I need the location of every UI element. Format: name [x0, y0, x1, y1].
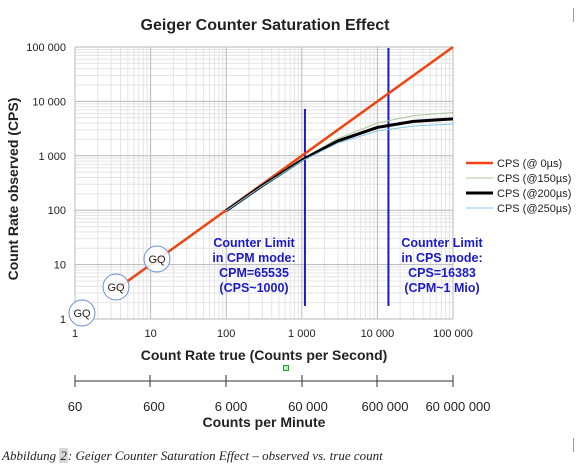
gq-marker-circle [102, 273, 130, 301]
x-tick-label: 100 [217, 328, 235, 340]
data-series [115, 45, 454, 291]
legend: CPS (@ 0µs) CPS (@150µs) CPS (@200µs) CPS (… [466, 158, 571, 215]
y-tick-label: 10 000 [32, 96, 66, 108]
secondary-tick-label: 60 [68, 399, 82, 414]
y-tick-label: 1 000 [38, 151, 66, 163]
series-line [225, 117, 454, 212]
page-edge-marker [573, 8, 574, 22]
series-line [115, 45, 454, 291]
secondary-tick-label: 60 000 [288, 399, 328, 414]
secondary-tick-label: 600 [143, 399, 165, 414]
y-tick-label: 100 [48, 205, 66, 217]
figure-caption: Abbildung 2: Geiger Counter Saturation E… [2, 448, 562, 464]
legend-label: CPS (@200µs) [497, 188, 571, 200]
annotation-line: in CPS mode: [401, 251, 482, 265]
gq-markers: GQ GQ GQ [68, 245, 171, 327]
y-tick-label: 1 [60, 314, 66, 326]
x-tick-label: 1 000 [288, 328, 316, 340]
gq-marker-label: GQ [73, 308, 91, 320]
chart: Geiger Counter Saturation Effect 1 10 100 1… [5, 17, 571, 430]
y-tick-label: 10 [54, 260, 66, 272]
secondary-tick-label: 6 000 [215, 399, 248, 414]
annotation-line: CPS=16383 [408, 266, 476, 280]
secondary-tick-label: 60 000 000 [425, 399, 490, 414]
secondary-axis: 60 600 6 000 60 000 600 000 60 000 000 [68, 375, 491, 414]
series-line [225, 123, 454, 212]
caption-number: 2 [59, 448, 68, 463]
secondary-tick-label: 600 000 [362, 399, 409, 414]
page-edge-marker [573, 438, 574, 452]
secondary-axis-title: Counts per Minute [203, 414, 326, 430]
x-tick-label: 1 [72, 328, 78, 340]
x-tick-label: 100 000 [433, 328, 473, 340]
annotation-line: (CPS~1000) [219, 281, 288, 295]
legend-label: CPS (@150µs) [497, 173, 571, 185]
legend-label: CPS (@250µs) [497, 203, 571, 215]
axis-ticks: 1 10 100 1 000 10 000 100 000 1 10 100 1 000 10 00… [26, 42, 473, 340]
annotation-line: in CPM mode: [212, 251, 295, 265]
y-tick-label: 100 000 [26, 42, 66, 54]
legend-label: CPS (@ 0µs) [497, 158, 562, 170]
selection-handle[interactable] [283, 365, 289, 371]
y-axis-label: Count Rate observed (CPS) [5, 98, 21, 281]
gq-marker-circle [68, 299, 96, 327]
counter-limit-lines [303, 48, 390, 306]
annotation-line: Counter Limit [401, 236, 483, 250]
annotation-line: (CPM~1 Mio) [404, 281, 479, 295]
annotation-line: CPM=65535 [219, 266, 289, 280]
x-tick-label: 10 000 [361, 328, 395, 340]
chart-title: Geiger Counter Saturation Effect [141, 17, 391, 34]
x-axis-label: Count Rate true (Counts per Second) [141, 347, 388, 363]
gq-marker-label: GQ [148, 254, 166, 266]
caption-prefix: Abbildung [2, 448, 60, 463]
x-tick-label: 10 [144, 328, 156, 340]
caption-text: : Geiger Counter Saturation Effect – obs… [67, 448, 383, 463]
gq-marker-circle [143, 245, 171, 273]
annotation-line: Counter Limit [213, 236, 295, 250]
gq-marker-label: GQ [107, 282, 125, 294]
